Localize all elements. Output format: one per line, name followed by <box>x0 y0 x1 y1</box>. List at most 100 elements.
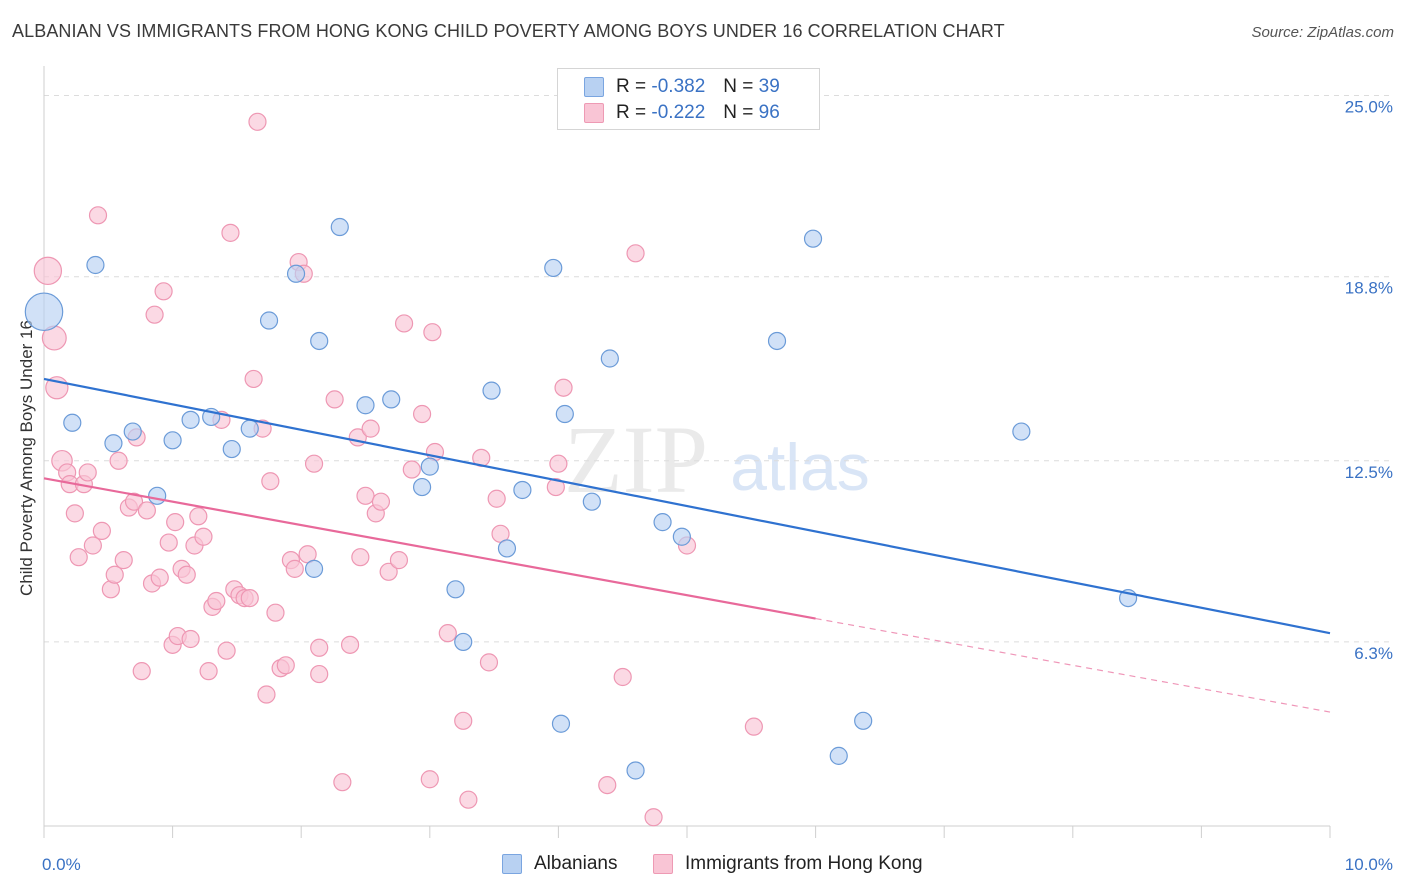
hongkong-point <box>546 477 565 497</box>
albanians-point <box>555 404 574 424</box>
hongkong-point <box>266 603 285 622</box>
albanians-point <box>854 711 873 730</box>
hongkong-point <box>78 463 97 482</box>
hongkong-point <box>257 685 276 704</box>
hongkong-point <box>626 244 645 263</box>
hongkong-point <box>351 548 370 567</box>
hongkong-point <box>33 256 63 286</box>
albanians-point <box>1012 422 1031 441</box>
albanians-point <box>104 434 123 453</box>
hongkong-point <box>459 790 478 809</box>
albanians-legend-swatch <box>502 854 522 874</box>
hongkong-point <box>479 653 499 672</box>
hongkong-legend-label: Immigrants from Hong Kong <box>685 853 923 874</box>
x-tick-label: 10.0% <box>1345 855 1393 874</box>
albanians-point <box>240 419 259 438</box>
hongkong-point <box>109 451 128 470</box>
source-label: Source: ZipAtlas.com <box>1251 24 1394 41</box>
albanians-point <box>803 229 823 248</box>
albanians-point <box>482 381 501 400</box>
legend-n-value: 39 <box>758 76 780 97</box>
albanians-point <box>412 477 432 497</box>
albanians-point <box>382 390 401 409</box>
albanians-point <box>181 410 200 429</box>
albanians-point <box>330 217 349 237</box>
albanians-point <box>672 527 691 546</box>
hongkong-point <box>389 551 409 570</box>
legend-r-value: -0.382 <box>651 76 706 97</box>
hongkong-swatch <box>584 103 604 123</box>
albanians-point <box>653 513 672 532</box>
hongkong-point <box>150 568 169 587</box>
y-tick-label: 6.3% <box>1354 644 1393 663</box>
hongkong-point <box>217 641 236 660</box>
albanians-point <box>286 264 306 283</box>
albanians-point <box>544 258 563 278</box>
hongkong-point <box>132 662 151 681</box>
albanians-point <box>222 439 241 459</box>
hongkong-point <box>333 773 352 792</box>
hongkong-legend-swatch <box>653 854 673 874</box>
legend-row-albanians: R = -0.382 N = 39 <box>558 75 780 99</box>
hongkong-point <box>304 454 324 473</box>
hongkong-point <box>310 638 329 657</box>
hongkong-point <box>181 629 200 649</box>
hongkong-point <box>613 667 632 687</box>
hongkong-point <box>325 390 344 409</box>
hongkong-point <box>598 775 617 795</box>
albanians-point <box>829 746 848 765</box>
hongkong-point <box>402 460 421 479</box>
albanians-swatch <box>584 77 604 97</box>
hongkong-point <box>154 282 173 301</box>
albanians-point <box>446 580 465 599</box>
hongkong-point <box>554 378 573 397</box>
albanians-point <box>582 492 601 511</box>
hongkong-trend-line <box>43 477 816 620</box>
albanians-point <box>163 431 182 450</box>
albanians-point <box>767 331 787 351</box>
albanians-point <box>420 457 439 476</box>
chart-title: ALBANIAN VS IMMIGRANTS FROM HONG KONG CH… <box>12 21 1005 41</box>
hongkong-point <box>92 521 111 540</box>
hongkong-point <box>145 305 164 324</box>
hongkong-point <box>285 559 304 578</box>
watermark-atlas: atlas <box>730 430 869 504</box>
hongkong-point <box>644 808 663 827</box>
hongkong-point <box>371 492 391 511</box>
legend-n-value: 96 <box>758 102 780 123</box>
hongkong-point <box>549 454 568 473</box>
hongkong-point <box>340 635 360 654</box>
albanians-point <box>626 761 645 780</box>
hongkong-point <box>65 504 84 523</box>
albanians-point <box>86 255 105 275</box>
albanians-point <box>310 331 329 351</box>
hongkong-point <box>124 492 144 511</box>
hongkong-point <box>199 662 218 681</box>
legend-item-albanians: Albanians <box>502 852 617 876</box>
albanians-point <box>24 292 64 332</box>
hongkong-point <box>177 565 196 584</box>
hongkong-point <box>240 588 259 608</box>
hongkong-point <box>83 536 102 555</box>
hongkong-point <box>105 565 124 584</box>
hongkong-point <box>412 404 432 424</box>
hongkong-point <box>207 591 226 611</box>
hongkong-point <box>438 624 457 643</box>
albanians-point <box>304 559 324 578</box>
hongkong-point <box>88 206 108 225</box>
stats-legend: R = -0.382 N = 39 R = -0.222 N = 96 <box>557 68 820 130</box>
y-tick-label: 18.8% <box>1345 279 1393 298</box>
hongkong-point <box>69 548 88 567</box>
albanians-trend-line <box>43 377 1331 635</box>
hongkong-point <box>394 314 414 333</box>
albanians-legend-label: Albanians <box>534 853 618 874</box>
hongkong-point <box>379 562 398 581</box>
hongkong-point <box>356 486 375 505</box>
albanians-point <box>497 539 517 558</box>
hongkong-point <box>423 323 442 342</box>
albanians-point <box>259 311 279 330</box>
hongkong-trend-extension <box>815 617 1331 713</box>
hongkong-point <box>114 551 133 570</box>
albanians-point <box>63 413 82 432</box>
